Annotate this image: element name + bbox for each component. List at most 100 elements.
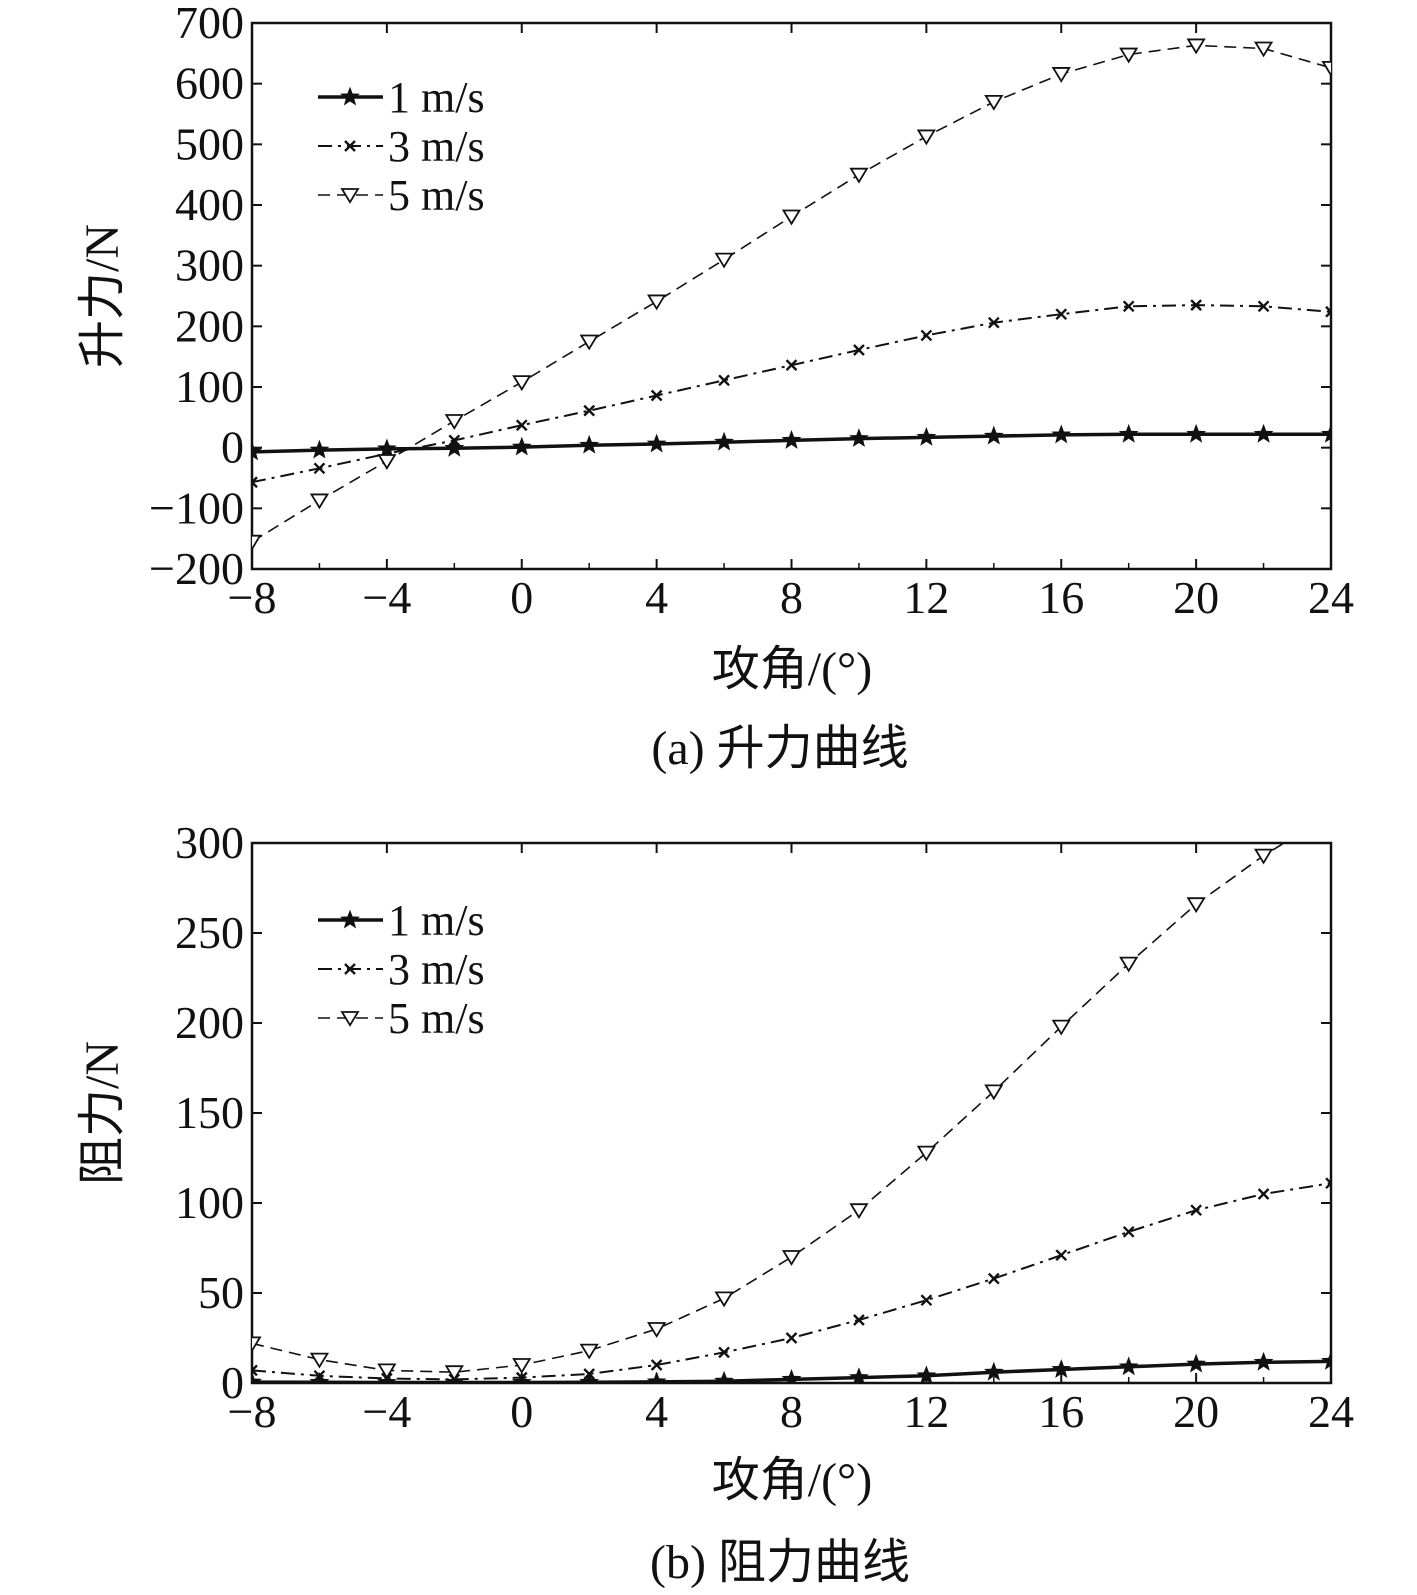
legend-label: 5 m/s	[388, 994, 485, 1043]
legend-marker	[340, 188, 360, 204]
data-point	[512, 1358, 532, 1374]
data-point	[313, 1369, 326, 1382]
data-point	[1257, 300, 1270, 313]
data-point	[1321, 1350, 1331, 1370]
x-tick-label: 4	[645, 1386, 668, 1437]
data-point	[252, 441, 262, 461]
data-point	[252, 534, 262, 551]
legend-entry: 3 m/s	[318, 122, 485, 171]
data-point	[579, 1371, 600, 1383]
legend-label: 5 m/s	[388, 171, 485, 220]
data-point	[987, 1272, 1000, 1285]
data-point	[646, 433, 667, 453]
series-1	[252, 1350, 1331, 1383]
data-point	[983, 1361, 1004, 1381]
legend-label: 1 m/s	[388, 896, 485, 945]
data-point	[583, 1368, 596, 1380]
y-tick-label: 600	[175, 58, 244, 109]
x-tick-label: 24	[1308, 572, 1354, 623]
series-line	[252, 1182, 1331, 1381]
data-point	[920, 329, 933, 342]
data-point	[849, 428, 869, 447]
data-point	[515, 419, 528, 432]
data-point	[1051, 67, 1071, 83]
series-3	[252, 843, 1286, 1382]
drag-y-axis-label: 阻力/N	[76, 1041, 129, 1185]
y-tick-label: 300	[175, 817, 244, 868]
data-point	[1122, 1225, 1135, 1238]
data-point	[579, 1343, 599, 1360]
data-point	[849, 167, 869, 184]
data-point	[1051, 424, 1072, 444]
data-point	[647, 294, 667, 311]
lift-caption: (a) 升力曲线	[651, 722, 908, 775]
lift-legend: 1 m/s3 m/s5 m/s	[318, 73, 485, 220]
y-tick-label: 300	[175, 240, 244, 291]
data-point	[916, 1145, 936, 1162]
data-point	[1118, 1356, 1139, 1376]
drag-chart: −8 −4 0 4 8 12 16 20 24 0 50 100 150 200 250 300 1 m/s3…	[76, 817, 1354, 1589]
data-point	[1055, 1249, 1068, 1262]
data-point	[1253, 848, 1274, 865]
x-tick-label: 0	[510, 572, 533, 623]
data-point	[515, 1371, 528, 1383]
data-point	[1253, 423, 1274, 443]
data-point	[377, 454, 397, 470]
x-tick-label: 16	[1038, 572, 1084, 623]
y-tick-label: 0	[221, 1357, 244, 1408]
data-point	[781, 429, 802, 449]
data-point	[920, 1294, 933, 1307]
data-point	[714, 1370, 734, 1383]
data-point	[785, 1332, 798, 1344]
y-tick-label: 400	[175, 179, 244, 230]
y-tick-label: 200	[175, 300, 244, 351]
data-point	[1190, 1204, 1202, 1217]
data-point	[1055, 308, 1068, 321]
y-tick-label: 0	[221, 422, 244, 473]
legend-entry: 1 m/s	[318, 73, 485, 122]
lift-y-axis-label: 升力/N	[76, 224, 129, 368]
data-point	[377, 1363, 397, 1380]
legend-label: 3 m/s	[388, 122, 485, 171]
data-point	[916, 1365, 937, 1383]
x-tick-label: 20	[1173, 1386, 1219, 1437]
legend-entry: 3 m/s	[318, 945, 485, 994]
data-point	[781, 209, 802, 226]
data-point	[647, 1322, 667, 1338]
lift-series	[252, 38, 1331, 551]
y-tick-label: 200	[175, 997, 244, 1048]
data-point	[252, 476, 258, 489]
data-point	[1118, 423, 1139, 443]
data-point	[849, 1367, 869, 1383]
data-point	[1119, 47, 1139, 64]
data-point	[579, 334, 599, 351]
legend-marker	[344, 963, 356, 975]
series-3	[252, 38, 1331, 551]
data-point	[650, 1359, 663, 1371]
data-point	[512, 375, 532, 392]
x-tick-label: 0	[510, 1386, 533, 1437]
data-point	[1257, 1188, 1270, 1200]
x-tick-label: −4	[362, 572, 411, 623]
data-point	[984, 94, 1004, 111]
x-tick-label: −8	[228, 572, 277, 623]
data-point	[1186, 897, 1206, 914]
data-point	[1186, 38, 1206, 55]
data-point	[983, 425, 1004, 445]
data-point	[1325, 305, 1331, 318]
lift-x-axis-label: 攻角/(°)	[712, 643, 873, 696]
series-2	[252, 1177, 1331, 1383]
data-point	[984, 1084, 1004, 1101]
data-point	[309, 439, 330, 459]
legend-entry: 5 m/s	[318, 171, 485, 220]
data-point	[718, 374, 730, 387]
data-point	[252, 1364, 258, 1377]
x-tick-label: 8	[780, 1386, 803, 1437]
data-point	[1186, 423, 1207, 443]
data-point	[916, 426, 937, 446]
data-point	[916, 129, 936, 146]
data-point	[511, 436, 532, 456]
y-tick-label: 100	[175, 361, 244, 412]
legend-marker	[340, 909, 360, 929]
